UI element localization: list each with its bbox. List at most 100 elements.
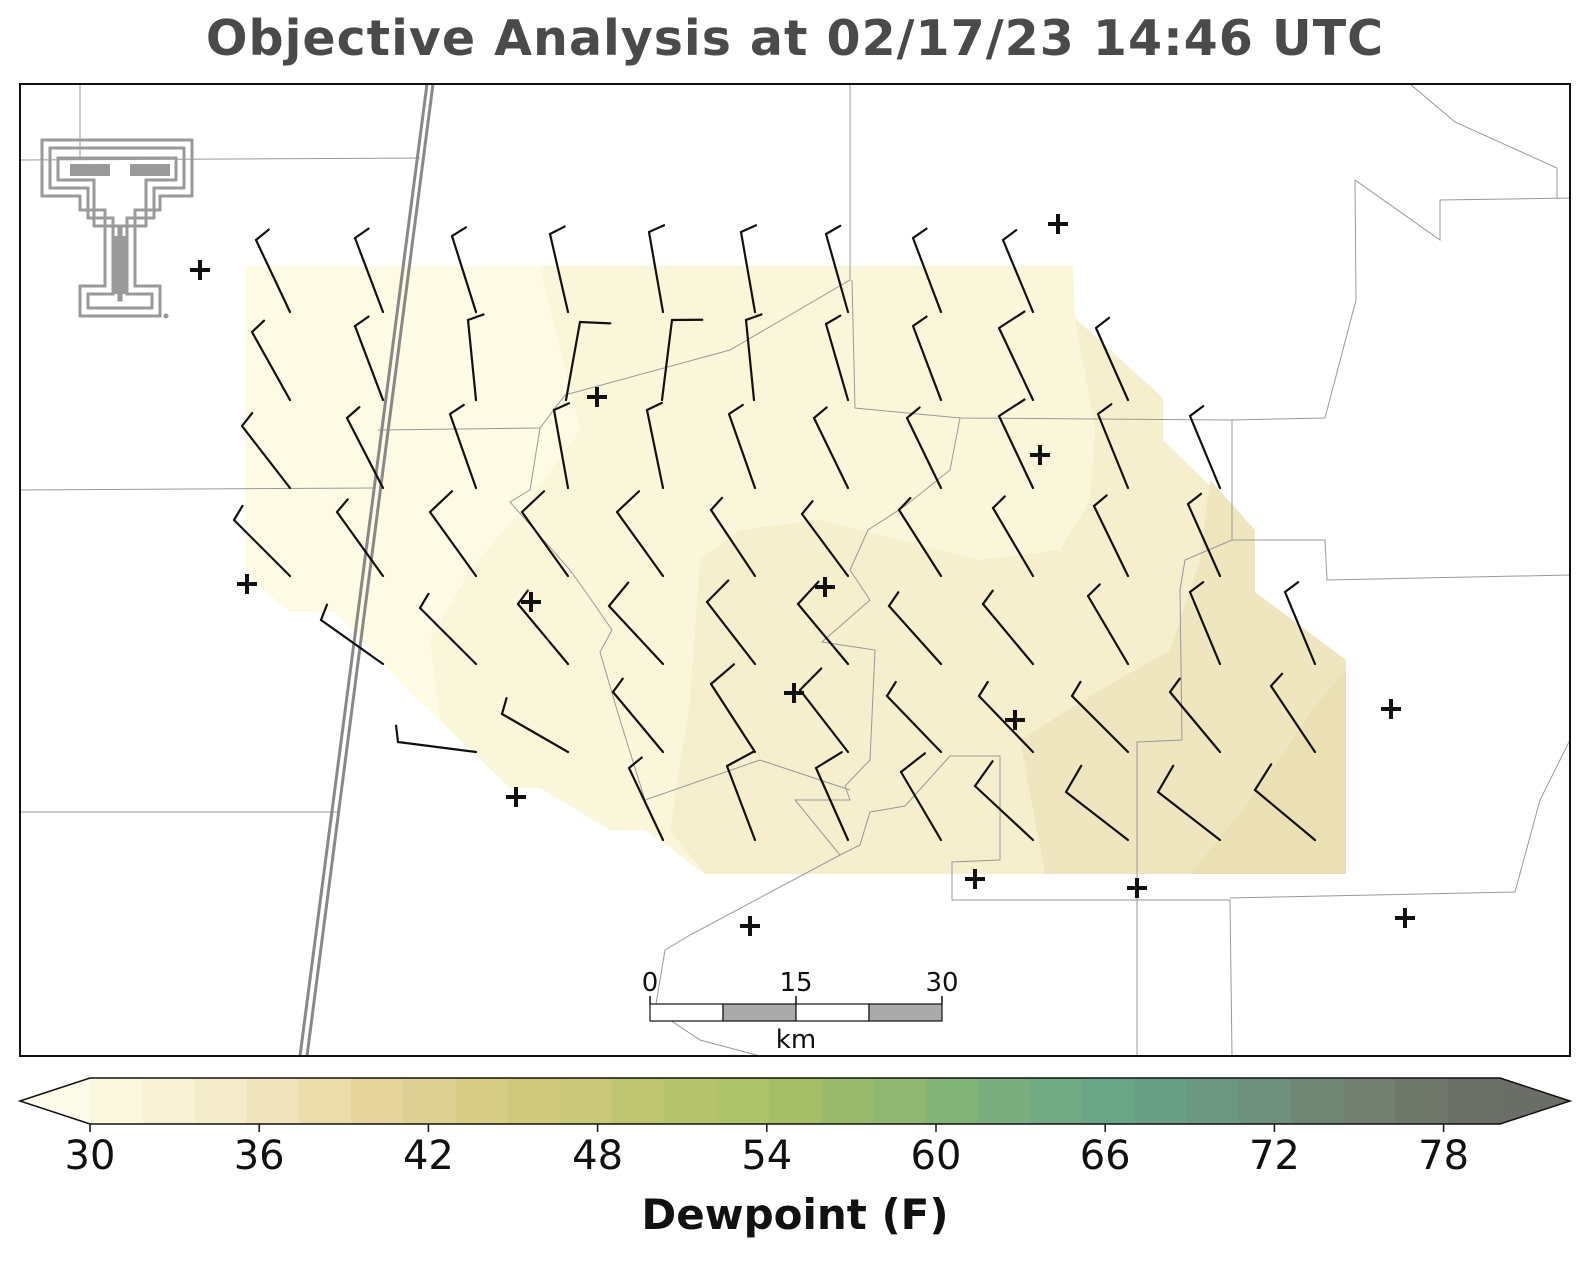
colorbar-swatch [1343, 1078, 1397, 1124]
wind-barb-shaft [448, 412, 478, 490]
wind-barb-shaft [800, 512, 850, 578]
wind-barb-shaft [727, 412, 757, 490]
wind-barb-flag [548, 225, 566, 236]
wind-barb-flag [709, 663, 736, 686]
colorbar-swatch [1082, 1078, 1136, 1124]
colorbar-tick-label: 30 [64, 1133, 116, 1179]
wind-barb-flag [1094, 316, 1111, 330]
colorbar-swatch [1134, 1078, 1188, 1124]
wind-barb-shaft [977, 694, 1035, 754]
wind-barb-flag [973, 760, 994, 788]
wind-barb-flag [1086, 583, 1101, 598]
map-title: Objective Analysis at 02/17/23 14:46 UTC [205, 10, 1385, 67]
wind-barb-shaft [250, 330, 292, 402]
wind-barb-flag [997, 310, 1026, 330]
wind-barb-shaft [1188, 414, 1222, 490]
wind-barb-flag [1070, 680, 1082, 698]
wind-barb-shaft [709, 682, 757, 754]
colorbar-swatch [716, 1078, 770, 1124]
wind-barb-shaft [1094, 326, 1130, 402]
wind-barb-flag [1096, 403, 1113, 416]
colorbar-swatch [298, 1078, 352, 1124]
wind-barb-flag [353, 227, 370, 240]
wind-barb-shaft [1070, 694, 1130, 754]
wind-barb-shaft [1156, 790, 1222, 842]
colorbar-swatch [1291, 1078, 1344, 1124]
colorbar-swatch [821, 1078, 874, 1124]
wind-barb-flag [232, 504, 244, 522]
wind-barb-flag [1156, 764, 1175, 794]
colorbar [17, 1077, 1573, 1132]
wind-barb-shaft [335, 510, 385, 578]
colorbar-tick-label: 54 [741, 1133, 793, 1179]
wind-barb-flag [1168, 677, 1181, 694]
wind-barb-shaft [1168, 690, 1222, 754]
wind-barb-shaft [254, 238, 292, 314]
colorbar-tick-label: 42 [402, 1133, 454, 1179]
wind-barb-shaft [897, 508, 943, 578]
colorbar-tick-label: 60 [910, 1133, 962, 1179]
wind-barb-shaft [450, 234, 478, 314]
station-markers [190, 214, 1415, 936]
wind-barb-flag [578, 320, 612, 325]
wind-barb-flag [615, 490, 641, 514]
wind-barb-shaft [353, 324, 385, 402]
wind-barb-shaft [905, 416, 943, 490]
wind-barb-shaft [1253, 788, 1317, 842]
colorbar-tick-label: 36 [233, 1133, 285, 1179]
wind-barb-flag [552, 402, 571, 412]
colorbar-swatch [194, 1078, 248, 1124]
scale-label-30: 30 [925, 968, 959, 998]
wind-barb-shaft [500, 712, 570, 754]
wind-barb-shaft [1283, 590, 1317, 666]
wind-barb-shaft [824, 322, 850, 402]
wind-barb-flag [448, 403, 465, 416]
wind-barb-shaft [520, 510, 570, 578]
scale-unit: km [775, 1025, 817, 1055]
wind-barb-flag [905, 406, 921, 420]
wind-barb-shaft [1186, 502, 1222, 578]
colorbar-swatch [664, 1078, 718, 1124]
wind-barb-shaft [812, 416, 850, 490]
wind-barb-shaft [232, 518, 292, 578]
wind-barb-flag [1188, 581, 1205, 594]
colorbar-swatch [1447, 1078, 1501, 1124]
colorbar-tick-label: 66 [1079, 1133, 1131, 1179]
colorbar-swatch [1030, 1078, 1083, 1124]
wind-barb-shaft [607, 604, 665, 666]
wind-barb-flag [611, 677, 624, 694]
wind-barb-flag [991, 495, 1006, 510]
wind-barb-shaft [824, 232, 850, 314]
wind-barb-flag [824, 224, 842, 236]
wind-barb-flag [1253, 763, 1273, 792]
wind-barb-shaft [627, 766, 665, 842]
wind-barb-flag [394, 724, 400, 744]
wind-barb-flag [709, 496, 724, 512]
wind-barb-flag [516, 589, 529, 606]
wind-barb-flag [739, 224, 758, 234]
wind-barb-flag [887, 591, 900, 608]
wind-barb-flag [997, 398, 1026, 418]
wind-barb-flag [607, 581, 630, 608]
colorbar-swatch [142, 1078, 196, 1124]
wind-barb-flag [798, 667, 823, 692]
wind-barb-shaft [725, 764, 757, 842]
wind-barb-shaft [1096, 412, 1130, 490]
wind-barb-flag [500, 697, 508, 716]
wind-barb-flag [645, 401, 663, 412]
wind-barb-shaft [981, 602, 1035, 666]
colorbar-swatch [1395, 1078, 1449, 1124]
wind-barb-flag [981, 589, 994, 606]
wind-barb-flag [240, 411, 254, 428]
wind-barb-flag [335, 498, 349, 514]
wind-barb-shaft [1269, 684, 1317, 754]
wind-barb-flag [428, 490, 454, 514]
wind-barb-shaft [353, 236, 385, 314]
wind-barb-shaft [345, 416, 385, 490]
wind-barb-shaft [796, 602, 850, 666]
colorbar-swatch [90, 1078, 143, 1124]
wind-barb-flag [911, 227, 928, 240]
wind-barb-flag [520, 490, 546, 514]
wind-barb-shaft [911, 324, 943, 402]
colorbar-swatch [560, 1078, 613, 1124]
